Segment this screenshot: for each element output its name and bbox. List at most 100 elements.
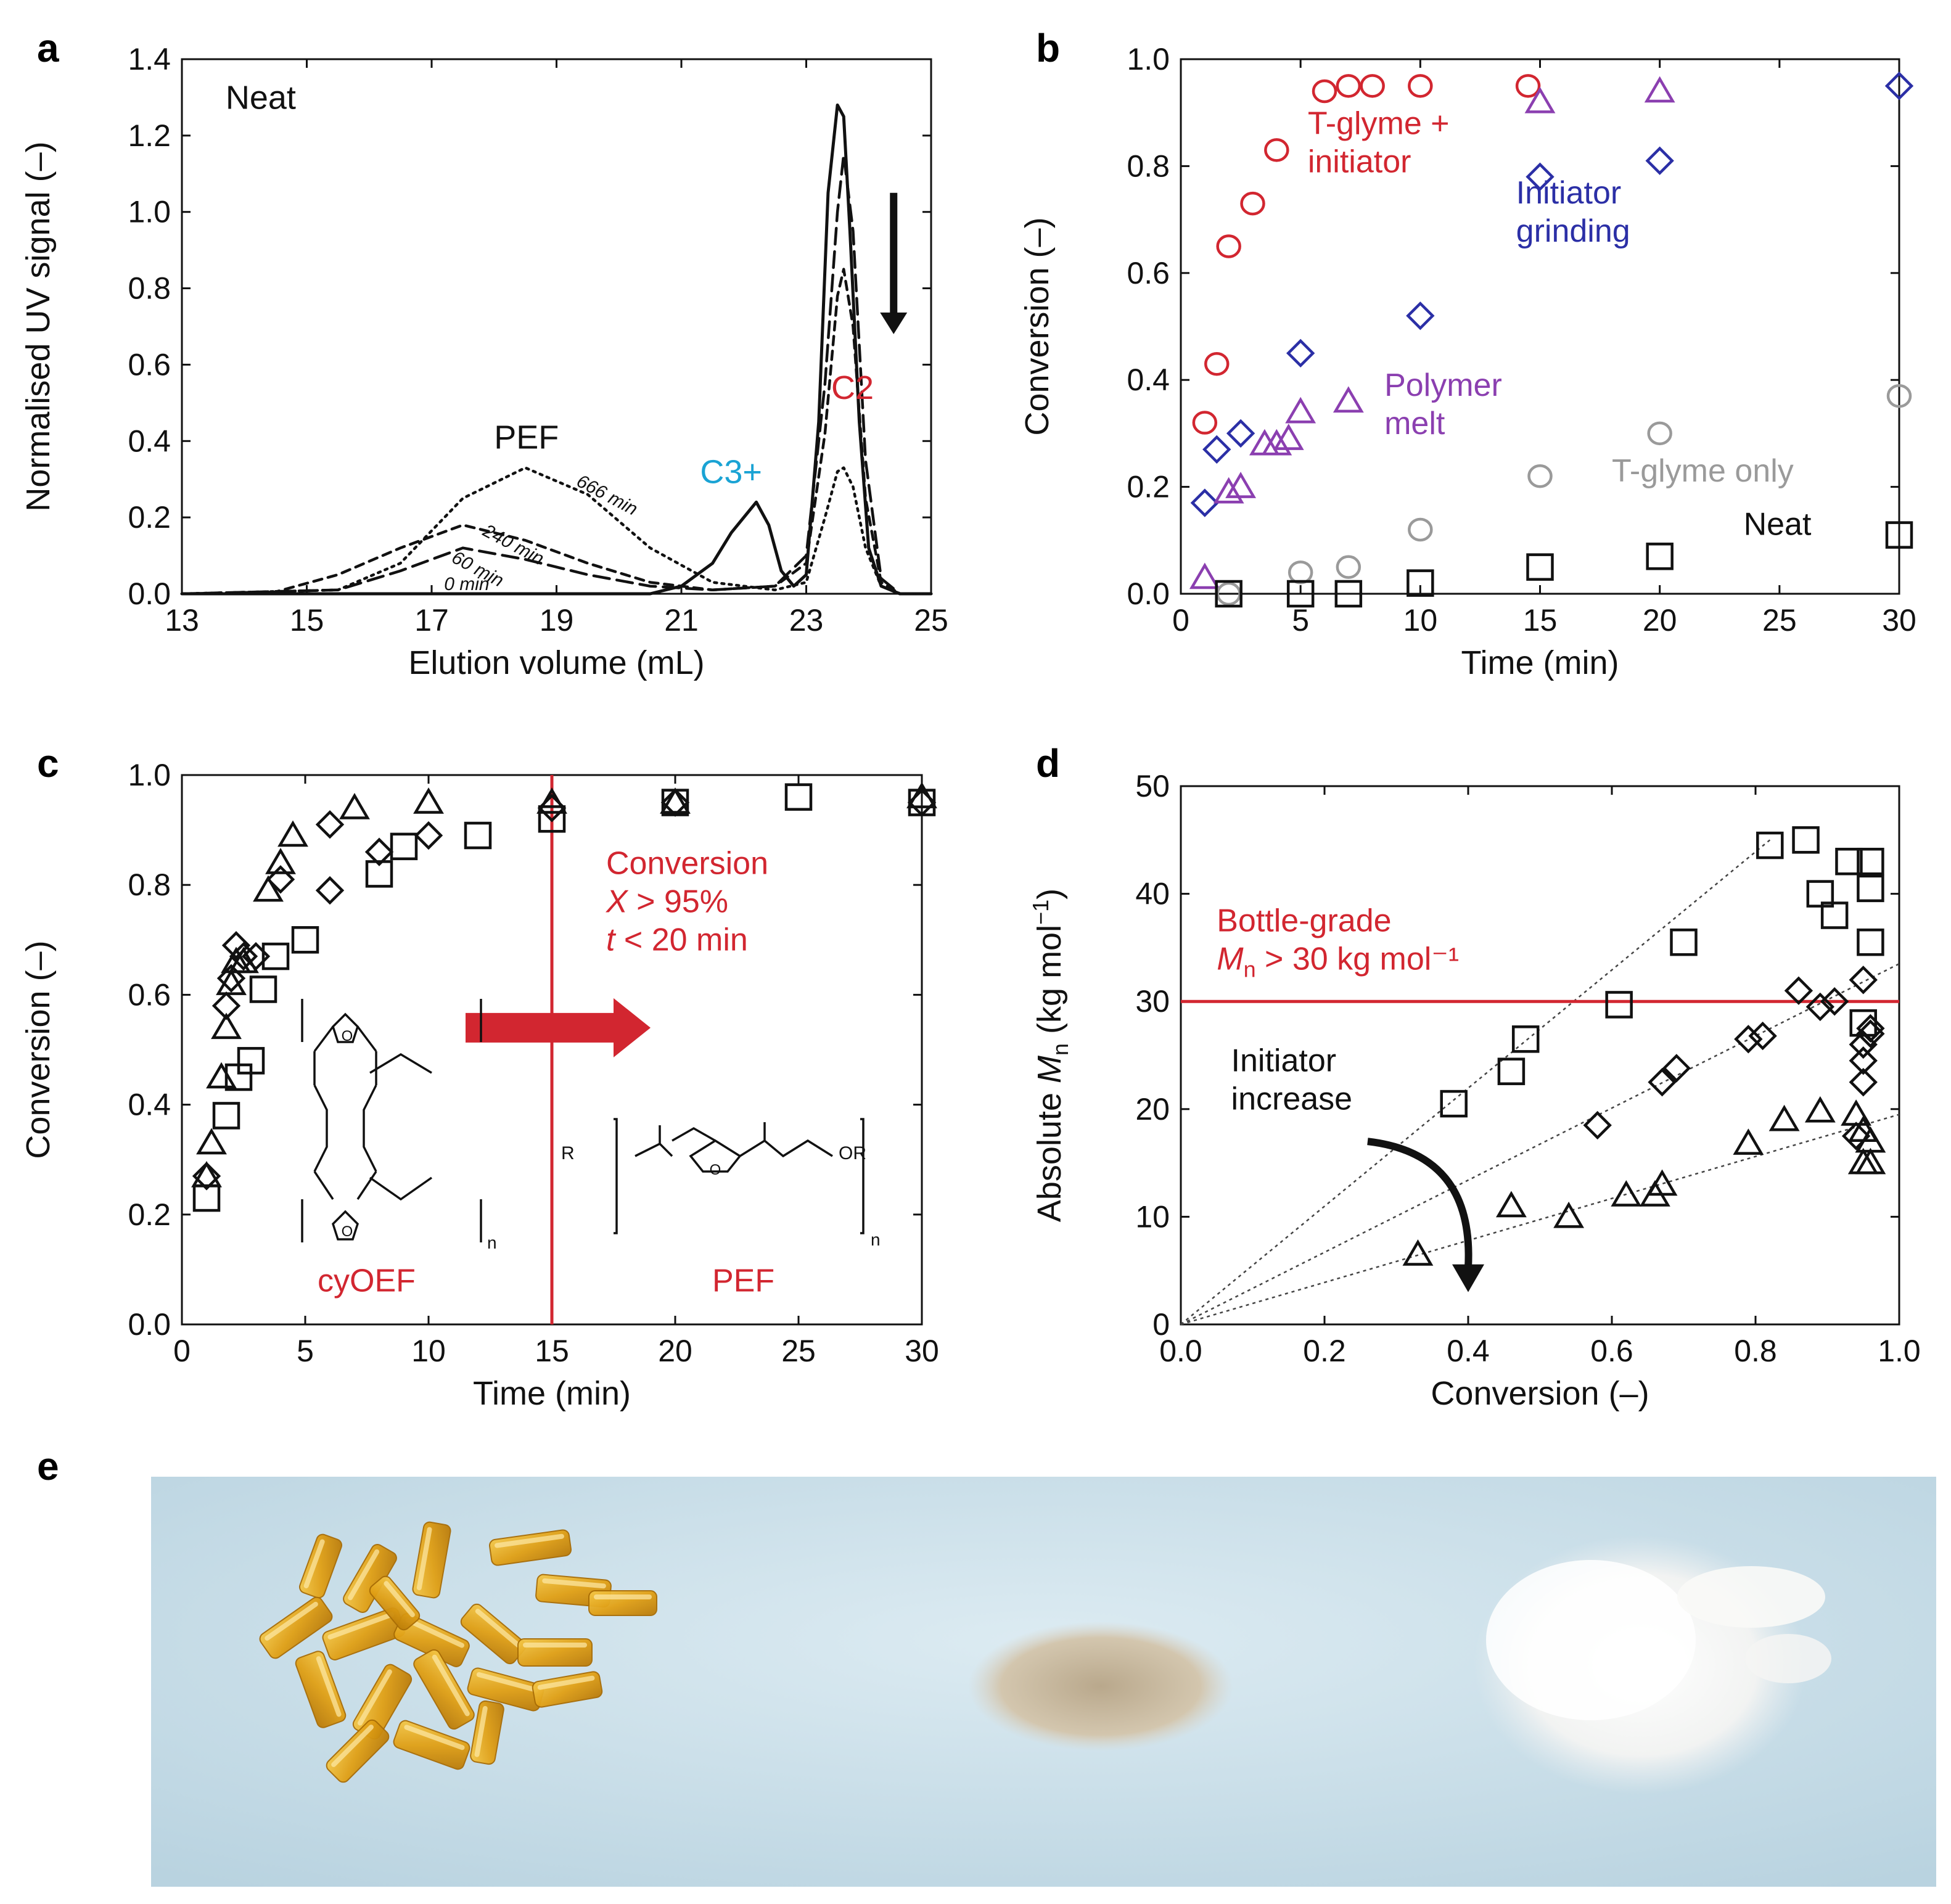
data-point bbox=[1645, 146, 1674, 175]
annotation: Initiator bbox=[1231, 1043, 1337, 1079]
pellet bbox=[326, 1719, 390, 1783]
right-arrow-head bbox=[614, 998, 651, 1057]
data-point bbox=[261, 942, 290, 970]
x-tick-label: 0.8 bbox=[1734, 1334, 1777, 1368]
y-tick-label: 0.2 bbox=[128, 500, 171, 535]
trend-line bbox=[1180, 962, 1900, 1326]
data-point bbox=[784, 783, 813, 811]
data-point bbox=[1334, 580, 1363, 608]
y-axis-label-part: M bbox=[1031, 1056, 1068, 1083]
ring-oxygen: O bbox=[342, 1028, 353, 1044]
panel-label-d: d bbox=[1036, 741, 1060, 786]
data-point bbox=[1605, 991, 1633, 1019]
data-point bbox=[1336, 74, 1362, 98]
y-tick-label: 1.0 bbox=[128, 758, 171, 792]
ring-oxygen: O bbox=[710, 1162, 721, 1178]
data-point bbox=[538, 805, 566, 833]
pellet-highlight bbox=[405, 1617, 464, 1648]
y-axis-label-part: n bbox=[1048, 1043, 1073, 1056]
end-group-right: OR bbox=[839, 1143, 866, 1163]
annotation-rest: > 30 kg mol⁻¹ bbox=[1256, 942, 1459, 977]
annotation: Neat bbox=[226, 80, 296, 117]
y-tick-label: 0.8 bbox=[1127, 149, 1170, 183]
data-point bbox=[1526, 162, 1555, 191]
y-axis-label: Conversion (–) bbox=[20, 940, 57, 1159]
pellet-highlight bbox=[523, 1643, 587, 1648]
data-point bbox=[1884, 72, 1914, 101]
y-axis-label: Conversion (–) bbox=[1019, 217, 1056, 435]
data-point bbox=[1511, 1025, 1540, 1053]
pellet-highlight bbox=[357, 1669, 392, 1726]
data-point bbox=[464, 821, 492, 850]
data-point bbox=[1885, 521, 1913, 549]
panel-label-a: a bbox=[37, 26, 59, 70]
data-point bbox=[1553, 1201, 1585, 1228]
white-powder bbox=[1474, 1535, 1831, 1794]
data-point bbox=[1526, 553, 1554, 581]
data-point bbox=[315, 810, 345, 839]
data-point bbox=[196, 1128, 227, 1155]
data-point bbox=[206, 1062, 237, 1089]
data-point bbox=[1261, 429, 1292, 456]
annotation: t < 20 min bbox=[606, 922, 748, 958]
pellet-highlight bbox=[537, 1675, 595, 1690]
data-point bbox=[229, 942, 258, 971]
annotation: T-glyme only bbox=[1612, 453, 1794, 489]
x-tick-label: 0.6 bbox=[1590, 1334, 1633, 1368]
x-axis-label: Elution volume (mL) bbox=[408, 644, 704, 681]
ring-oxygen: O bbox=[342, 1223, 353, 1240]
x-tick-label: 15 bbox=[290, 603, 324, 638]
data-point bbox=[1286, 580, 1315, 608]
y-tick-label: 50 bbox=[1135, 769, 1170, 803]
y-tick-label: 1.4 bbox=[128, 42, 171, 76]
pellet-highlight bbox=[327, 1612, 395, 1639]
pellet-highlight bbox=[416, 1527, 432, 1591]
pellet-highlight bbox=[404, 1725, 465, 1750]
x-axis-label: Conversion (–) bbox=[1431, 1375, 1649, 1412]
data-point bbox=[1857, 928, 1884, 956]
data-point bbox=[1670, 928, 1698, 956]
data-point bbox=[1240, 191, 1265, 216]
y-tick-label: 0.2 bbox=[128, 1197, 171, 1232]
pellet-highlight bbox=[494, 1533, 564, 1548]
x-tick-label: 10 bbox=[411, 1334, 446, 1368]
annotation: T-glyme + bbox=[1308, 105, 1450, 141]
data-point bbox=[1856, 1014, 1885, 1043]
data-point bbox=[1204, 351, 1230, 376]
annotation-rest: > 95% bbox=[628, 884, 728, 919]
right-arrow-shaft bbox=[466, 1012, 614, 1043]
series-line-666-min bbox=[180, 466, 933, 596]
annotation: Bottle-grade bbox=[1217, 903, 1391, 939]
y-tick-label: 0.4 bbox=[128, 424, 171, 458]
trend-line bbox=[1180, 1114, 1900, 1326]
pellet-highlight bbox=[265, 1601, 318, 1641]
y-axis-label-part: ) bbox=[1031, 888, 1068, 900]
data-point bbox=[1216, 234, 1241, 258]
cyoef-structure bbox=[301, 999, 482, 1242]
x-tick-label: 30 bbox=[905, 1334, 939, 1368]
x-tick-label: 25 bbox=[1762, 603, 1797, 638]
data-point bbox=[1841, 1099, 1872, 1126]
x-tick-label: 0.4 bbox=[1447, 1334, 1490, 1368]
data-point bbox=[364, 837, 394, 866]
data-point bbox=[1408, 517, 1433, 542]
annotation: increase bbox=[1231, 1081, 1353, 1117]
annotation: Polymer bbox=[1384, 367, 1502, 403]
chart-d: 0.0 0.2 0.4 0.6 0.8 1.0 0 10 20 30 40 50 Conversion … bbox=[1028, 769, 1921, 1412]
annotation: C2 bbox=[831, 369, 874, 406]
y-axis-label: Normalised UV signal (–) bbox=[20, 141, 57, 511]
data-point bbox=[1756, 831, 1784, 860]
x-tick-label: 10 bbox=[1403, 603, 1438, 638]
pellet bbox=[369, 1575, 421, 1631]
trend-line bbox=[1180, 839, 1771, 1325]
annotation-var: M bbox=[1217, 942, 1244, 977]
data-point bbox=[212, 991, 241, 1020]
y-tick-label: 10 bbox=[1135, 1199, 1170, 1234]
y-tick-label: 1.0 bbox=[128, 195, 171, 229]
data-point bbox=[1515, 74, 1541, 98]
annotation-var: X bbox=[606, 884, 629, 919]
y-axis-label: Absolute Mn (kg mol−1) bbox=[1028, 888, 1073, 1222]
y-tick-label: 0.4 bbox=[1127, 363, 1170, 397]
x-tick-label: 19 bbox=[540, 603, 574, 638]
amber-pellets bbox=[259, 1521, 657, 1783]
